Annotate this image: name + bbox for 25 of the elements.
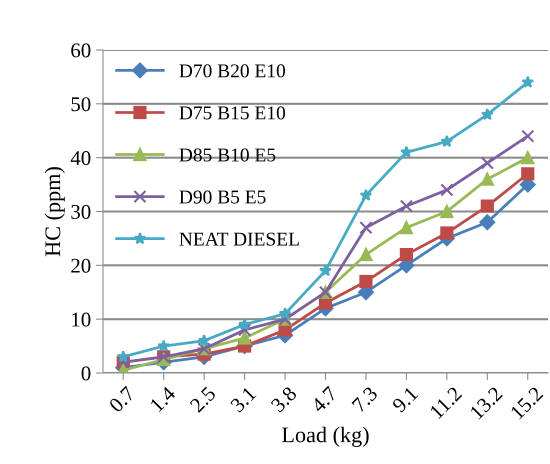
y-tick-label: 40: [70, 151, 90, 166]
x-tick-label: 9.1: [391, 386, 418, 414]
legend-label: D70 B20 E10: [179, 64, 286, 78]
x-tick-label: 13.2: [470, 386, 504, 420]
x-tick-label: 4.7: [310, 386, 338, 414]
x-tick-label: 3.1: [230, 386, 257, 413]
x-axis-title: Load (kg): [282, 426, 369, 447]
y-tick-label: 30: [71, 204, 90, 219]
y-tick-label: 0: [82, 366, 90, 380]
legend-label: D85 B10 E5: [179, 148, 276, 162]
x-tick-label: 7.3: [352, 386, 378, 413]
y-tick-label: 60: [71, 43, 90, 58]
x-tick-label: 3.8: [270, 386, 298, 413]
y-tick-label: 50: [72, 97, 90, 112]
y-axis-title: HC (ppm): [44, 167, 65, 256]
x-tick-label: 11.2: [429, 386, 462, 420]
legend-label: D75 B15 E10: [179, 106, 286, 120]
legend-label: D90 B5 E5: [179, 190, 266, 204]
legend-label: NEAT DIESEL: [179, 232, 299, 246]
y-tick-label: 20: [71, 258, 90, 273]
x-tick-label: 0.7: [108, 386, 136, 414]
x-tick-label: 15.2: [510, 386, 544, 420]
x-tick-label: 2.5: [189, 386, 217, 414]
x-tick-label: 1.4: [150, 386, 176, 412]
y-tick-label: 10: [72, 312, 90, 327]
